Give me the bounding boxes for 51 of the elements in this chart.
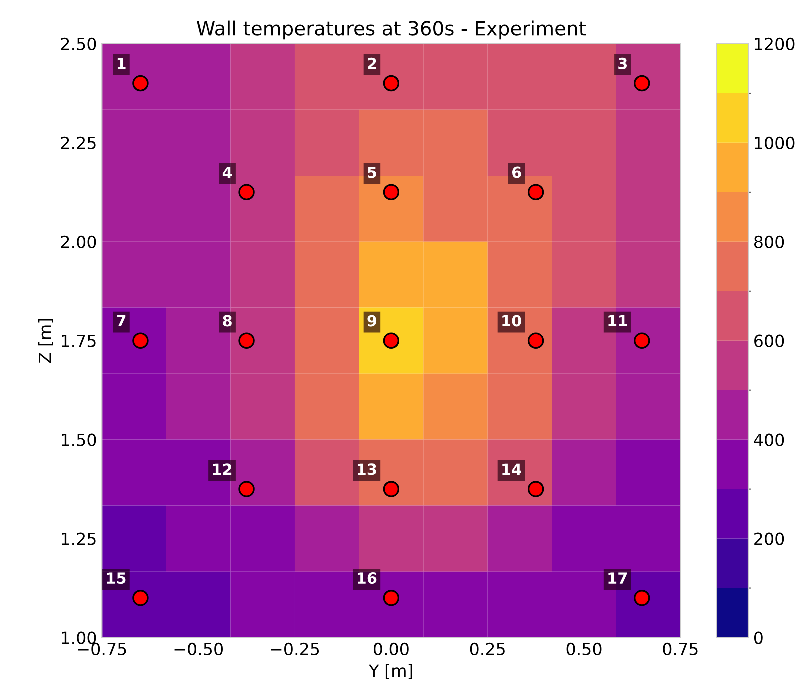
annotation: 4	[222, 166, 232, 178]
annotation: 15	[107, 572, 126, 584]
annotation: 17	[608, 572, 628, 584]
y-axis-title: Z [m]	[38, 319, 54, 364]
color-bar-label: 200	[754, 532, 784, 546]
x-tick-label: −0.50	[174, 642, 223, 656]
color-bar-label: 600	[754, 334, 784, 348]
x-axis-title: Y [m]	[369, 664, 412, 680]
annotation: 11	[608, 315, 628, 327]
annotation: 5	[368, 166, 376, 178]
point	[528, 332, 544, 349]
point	[528, 184, 544, 200]
y-tick-label: 1.25	[62, 532, 96, 546]
annotation: 2	[368, 58, 376, 70]
x-tick-label: −0.25	[271, 642, 320, 656]
chart-title: Wall temperatures at 360s - Experiment	[197, 20, 586, 40]
x-tick-label: 0.50	[566, 642, 602, 656]
color-bar-label: 0	[754, 632, 763, 644]
color-bar-label: 800	[754, 236, 784, 248]
y-tick-label: 1.75	[62, 335, 96, 348]
color-bar-label: 1000	[755, 136, 795, 150]
annotation: 12	[213, 464, 232, 476]
annotation: 8	[223, 315, 232, 327]
y-tick-label: 1.50	[62, 434, 96, 446]
annotation: 10	[502, 315, 522, 327]
annotation: 7	[117, 315, 126, 327]
x-tick-label: 0.00	[374, 642, 409, 656]
x-tick-label: −0.75	[78, 642, 126, 656]
point	[238, 481, 255, 498]
y-tick-label: 2.25	[61, 136, 96, 150]
y-tick-label: 2.50	[61, 38, 96, 50]
annotation: 9	[368, 315, 377, 327]
annotation: 14	[502, 464, 522, 476]
annotation: 16	[358, 572, 377, 584]
color-bar-label: 1200	[755, 38, 795, 50]
point	[383, 481, 400, 498]
annotation: 13	[358, 464, 376, 476]
annotation: 3	[618, 58, 628, 70]
point	[383, 184, 400, 200]
color-bar-label: 400	[754, 434, 784, 446]
x-tick-label: 0.75	[663, 642, 698, 656]
y-tick-label: 1.00	[62, 632, 96, 644]
point	[528, 481, 544, 498]
point	[132, 332, 149, 349]
point	[634, 332, 650, 349]
point	[238, 184, 255, 200]
y-tick-label: 2.00	[61, 236, 96, 248]
annotation: 1	[118, 58, 126, 70]
annotation: 6	[512, 166, 522, 178]
point	[238, 332, 255, 349]
x-tick-label: 0.25	[470, 642, 505, 656]
